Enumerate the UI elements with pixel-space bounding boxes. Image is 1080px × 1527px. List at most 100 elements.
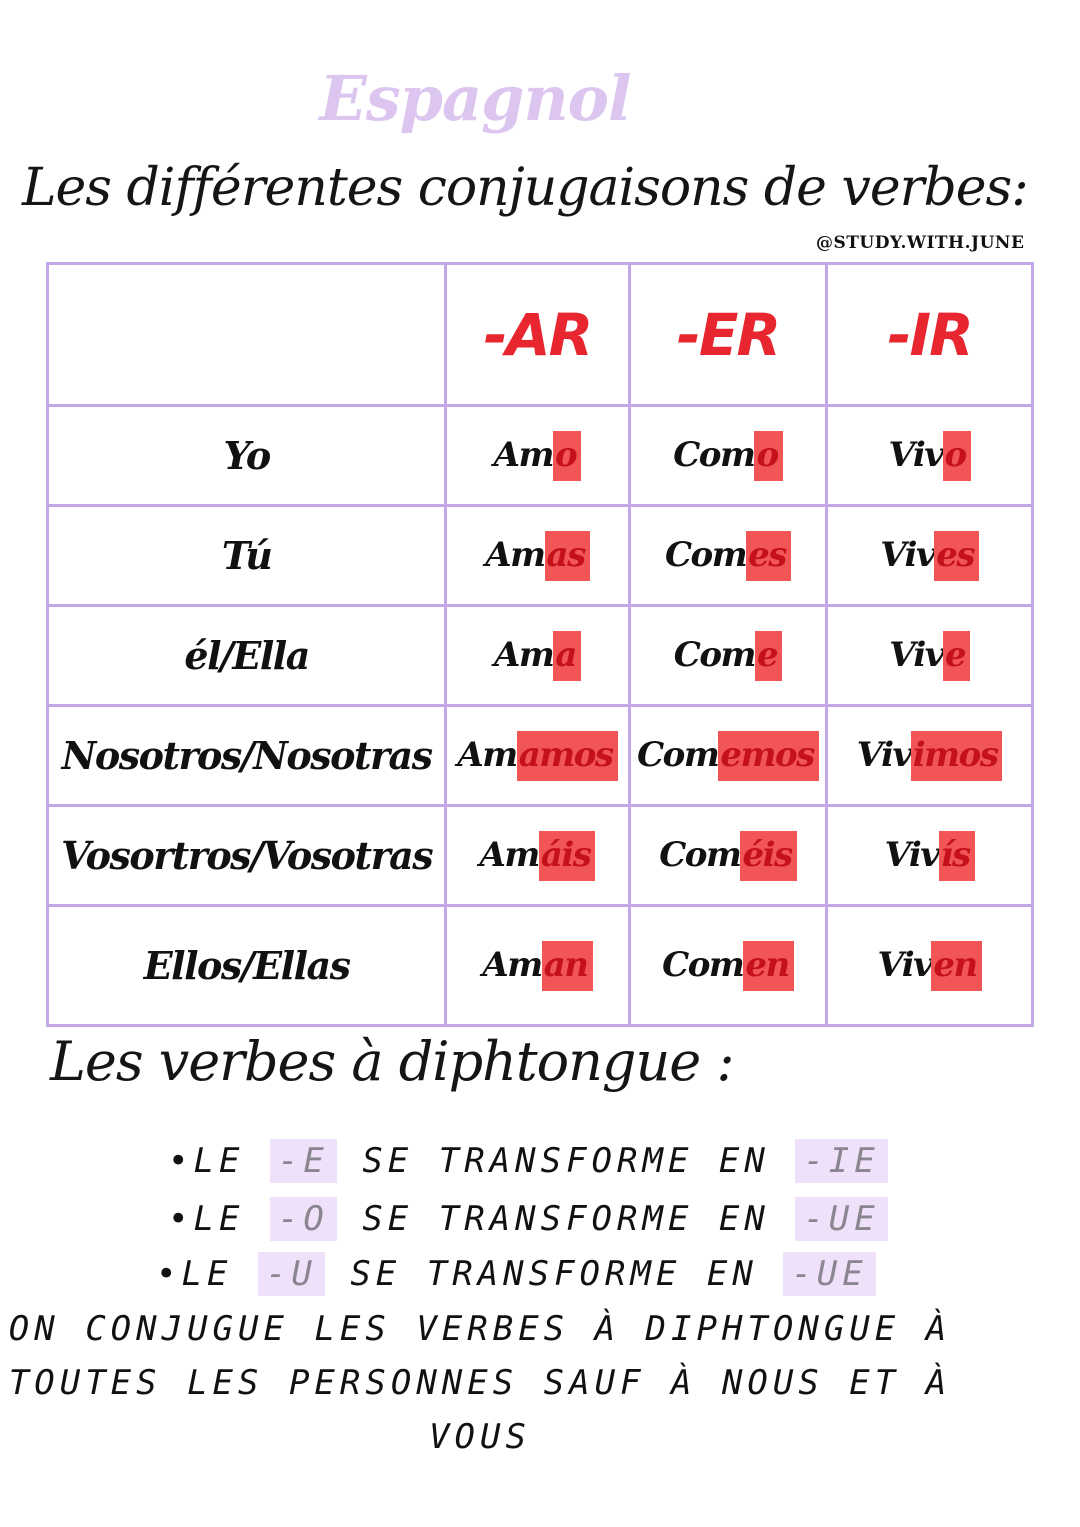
verb-form: Amamos bbox=[457, 730, 618, 781]
verb-form: Ama bbox=[494, 630, 581, 681]
verb-form: Comemos bbox=[637, 730, 819, 781]
verb-ending: imos bbox=[910, 730, 1003, 781]
verb-ending: o bbox=[942, 430, 971, 481]
header-ar-label: -AR bbox=[483, 300, 594, 369]
verb-form: Amáis bbox=[479, 830, 596, 881]
diphthong-note-line-1: ON CONJUGUE LES VERBES À DIPHTONGUE À bbox=[8, 1309, 952, 1349]
verb-cell-ir: Viven bbox=[825, 904, 1034, 1027]
rule-from: -U bbox=[257, 1252, 325, 1296]
verb-cell-er: Comemos bbox=[627, 704, 829, 807]
diphthong-title: Les verbes à diphtongue : bbox=[50, 1030, 735, 1093]
verb-cell-ar: Aman bbox=[444, 904, 631, 1027]
verb-cell-er: Come bbox=[627, 604, 829, 707]
verb-cell-ir: Vives bbox=[825, 504, 1034, 607]
pronoun-cell: Vosortros/Vosotras bbox=[45, 804, 448, 907]
verb-stem: Viv bbox=[880, 534, 935, 575]
verb-ending: o bbox=[754, 430, 783, 481]
verb-ending: en bbox=[931, 940, 982, 991]
verb-stem: Viv bbox=[889, 634, 944, 675]
pronoun-cell: Nosotros/Nosotras bbox=[45, 704, 448, 807]
verb-form: Vive bbox=[889, 630, 971, 681]
verb-cell-er: Comes bbox=[627, 504, 829, 607]
verb-form: Viven bbox=[877, 940, 982, 991]
subject-title: Espagnol bbox=[319, 62, 631, 135]
rule-prefix: •LE bbox=[168, 1141, 270, 1181]
verb-stem: Viv bbox=[888, 434, 944, 475]
verb-cell-ir: Vive bbox=[825, 604, 1034, 707]
table-row-tu: Tú Amas Comes Vives bbox=[45, 504, 1034, 607]
diphthong-note-line-2: TOUTES LES PERSONNES SAUF À NOUS ET À bbox=[8, 1363, 952, 1403]
pronoun-label: Ellos/Ellas bbox=[143, 943, 351, 988]
verb-ending: e bbox=[943, 630, 971, 681]
verb-form: Amo bbox=[493, 430, 582, 481]
verb-stem: Am bbox=[494, 634, 555, 675]
diphthong-note-line-3: VOUS bbox=[429, 1417, 531, 1457]
diphthong-rule-e: •LE -E SE TRANSFORME EN -IE bbox=[168, 1139, 888, 1183]
table-corner-cell bbox=[45, 262, 448, 407]
verb-stem: Am bbox=[485, 534, 546, 575]
header-ar: -AR bbox=[444, 262, 631, 407]
verb-form: Amas bbox=[485, 530, 590, 581]
rule-middle: SE TRANSFORME EN bbox=[336, 1199, 796, 1239]
verb-ending: a bbox=[553, 630, 581, 681]
verb-form: Vives bbox=[880, 530, 979, 581]
table-row-el-ella: él/Ella Ama Come Vive bbox=[45, 604, 1034, 707]
verb-ending: es bbox=[746, 530, 791, 581]
verb-stem: Com bbox=[673, 634, 757, 675]
rule-middle: SE TRANSFORME EN bbox=[336, 1141, 796, 1181]
verb-stem: Am bbox=[493, 434, 555, 475]
header-ir-label: -IR bbox=[887, 300, 973, 369]
verb-cell-er: Como bbox=[627, 404, 829, 507]
pronoun-label: Tú bbox=[221, 533, 273, 578]
header-er: -ER bbox=[627, 262, 829, 407]
verb-form: Comes bbox=[664, 530, 791, 581]
verb-ending: ís bbox=[938, 830, 975, 881]
pronoun-label: Vosortros/Vosotras bbox=[61, 833, 433, 878]
verb-stem: Com bbox=[673, 434, 756, 475]
table-header-row: -AR -ER -IR bbox=[45, 262, 1034, 407]
verb-form: Como bbox=[673, 430, 783, 481]
verb-stem: Am bbox=[457, 734, 518, 775]
table-row-nosotros: Nosotros/Nosotras Amamos Comemos Vivimos bbox=[45, 704, 1034, 807]
table-row-ellos: Ellos/Ellas Aman Comen Viven bbox=[45, 904, 1034, 1027]
verb-stem: Com bbox=[664, 534, 748, 575]
verb-ending: as bbox=[544, 530, 590, 581]
verb-stem: Com bbox=[662, 944, 745, 985]
verb-cell-ir: Vivimos bbox=[825, 704, 1034, 807]
page-heading: Les différentes conjugaisons de verbes: bbox=[22, 158, 1029, 218]
pronoun-label: él/Ella bbox=[184, 633, 310, 678]
pronoun-cell: Tú bbox=[45, 504, 448, 607]
diphthong-rule-u: •LE -U SE TRANSFORME EN -UE bbox=[156, 1252, 876, 1296]
verb-cell-ar: Ama bbox=[444, 604, 631, 707]
verb-form: Come bbox=[673, 630, 783, 681]
verb-stem: Com bbox=[659, 834, 742, 875]
verb-ending: es bbox=[934, 530, 979, 581]
verb-cell-ar: Amamos bbox=[444, 704, 631, 807]
verb-cell-ar: Amo bbox=[444, 404, 631, 507]
verb-form: Comen bbox=[662, 940, 794, 991]
rule-from: -E bbox=[269, 1139, 337, 1183]
verb-ending: an bbox=[541, 940, 593, 991]
verb-form: Vivo bbox=[888, 430, 971, 481]
verb-cell-er: Coméis bbox=[627, 804, 829, 907]
table-row-yo: Yo Amo Como Vivo bbox=[45, 404, 1034, 507]
header-er-label: -ER bbox=[676, 300, 781, 369]
verb-ending: e bbox=[754, 630, 783, 681]
rule-middle: SE TRANSFORME EN bbox=[324, 1254, 784, 1294]
verb-ending: amos bbox=[516, 730, 618, 781]
rule-prefix: •LE bbox=[168, 1199, 270, 1239]
verb-cell-ar: Amáis bbox=[444, 804, 631, 907]
verb-stem: Com bbox=[637, 734, 720, 775]
verb-stem: Viv bbox=[877, 944, 932, 985]
verb-cell-ar: Amas bbox=[444, 504, 631, 607]
diphthong-rule-o: •LE -O SE TRANSFORME EN -UE bbox=[168, 1197, 888, 1241]
pronoun-cell: él/Ella bbox=[45, 604, 448, 707]
verb-stem: Am bbox=[482, 944, 543, 985]
verb-form: Coméis bbox=[659, 830, 797, 881]
verb-ending: en bbox=[743, 940, 794, 991]
pronoun-label: Nosotros/Nosotras bbox=[61, 733, 433, 778]
author-handle: @STUDY.WITH.JUNE bbox=[816, 233, 1025, 253]
verb-ending: éis bbox=[740, 830, 797, 881]
rule-prefix: •LE bbox=[156, 1254, 258, 1294]
pronoun-cell: Yo bbox=[45, 404, 448, 507]
